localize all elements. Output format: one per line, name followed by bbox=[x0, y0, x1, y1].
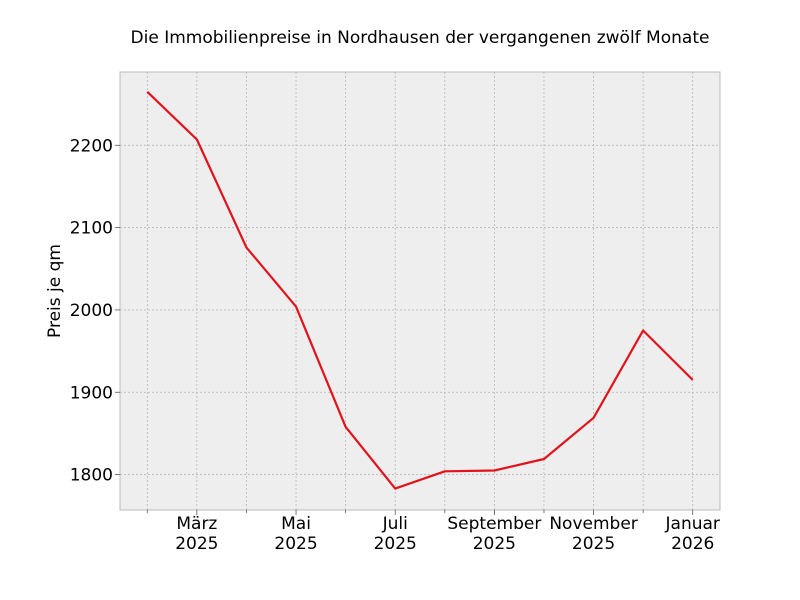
x-axis: März2025Mai2025Juli2025September2025Nove… bbox=[146, 510, 720, 554]
plot-area bbox=[119, 71, 721, 511]
x-tick-label: März bbox=[176, 514, 217, 534]
series-lines bbox=[146, 91, 694, 490]
x-tick-label: Januar bbox=[665, 514, 720, 534]
x-tick-label: 2025 bbox=[274, 534, 317, 554]
x-tick-label: November bbox=[549, 514, 637, 534]
y-tick-label: 2000 bbox=[70, 301, 113, 321]
x-tick-label: Mai bbox=[281, 514, 311, 534]
x-tick-label: 2025 bbox=[572, 534, 615, 554]
y-tick-label: 2200 bbox=[70, 136, 113, 156]
y-tick-label: 2100 bbox=[70, 219, 113, 239]
y-axis: 1800 1900 2000 2100 2200 bbox=[70, 136, 120, 486]
x-tick-label: September bbox=[447, 514, 541, 534]
y-tick-label: 1900 bbox=[70, 383, 113, 403]
x-tick-label: 2025 bbox=[473, 534, 516, 554]
y-tick-label: 1800 bbox=[70, 466, 113, 486]
x-tick-label: 2025 bbox=[374, 534, 417, 554]
chart-title: Die Immobilienpreise in Nordhausen der v… bbox=[131, 28, 710, 48]
grid bbox=[120, 72, 720, 510]
x-tick-label: 2026 bbox=[671, 534, 714, 554]
x-tick-label: 2025 bbox=[175, 534, 218, 554]
series-line bbox=[146, 91, 694, 490]
x-tick-label: Juli bbox=[382, 514, 408, 534]
y-axis-label: Preis je qm bbox=[45, 244, 65, 338]
